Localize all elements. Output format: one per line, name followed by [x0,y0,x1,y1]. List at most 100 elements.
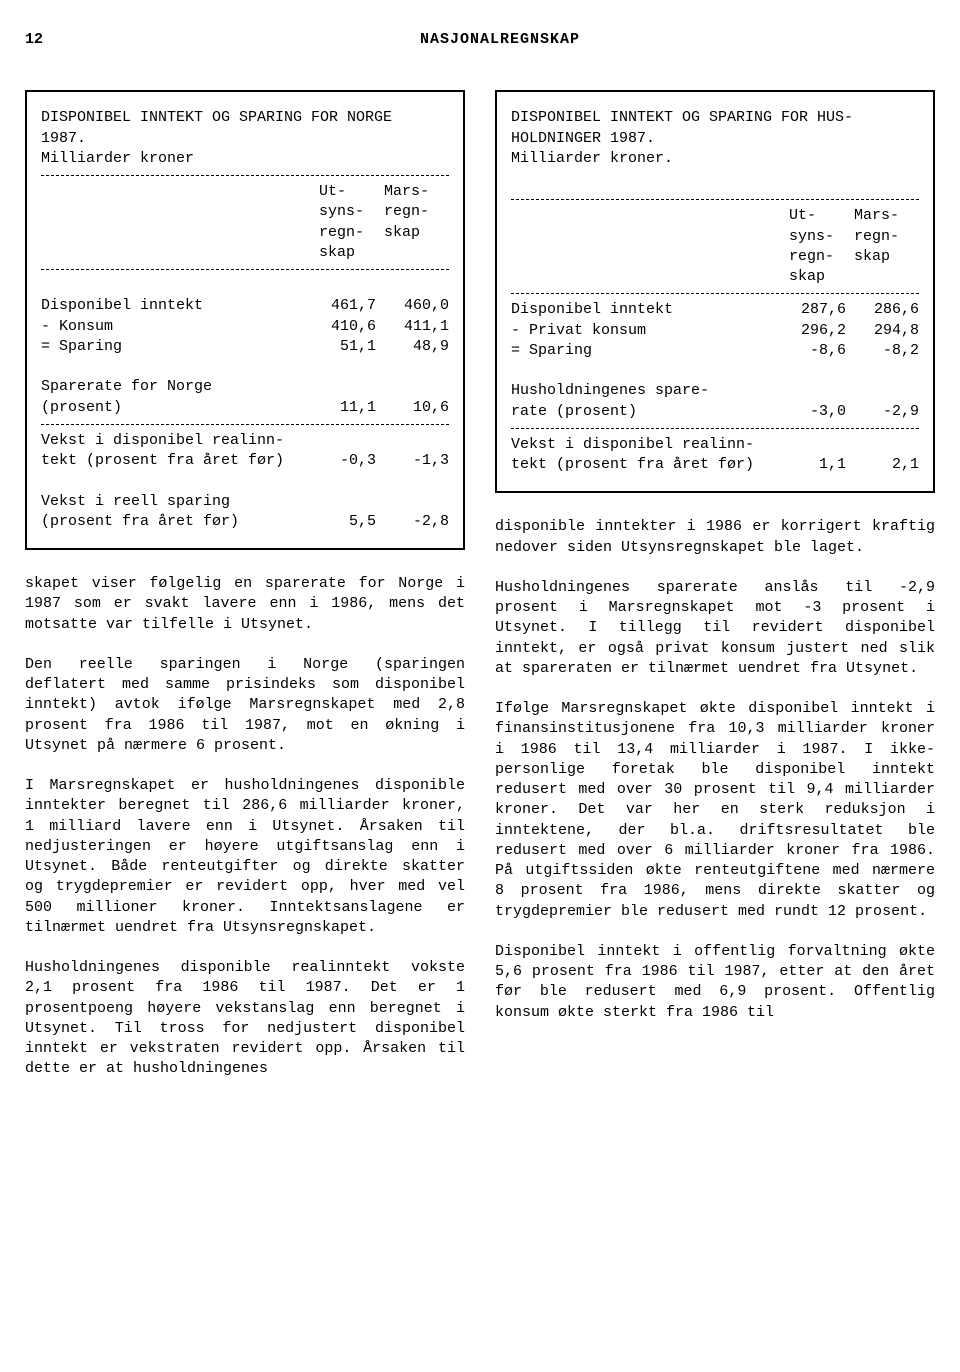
table-row: Husholdningenes spare- [511,381,919,401]
box-title: DISPONIBEL INNTEKT OG SPARING FOR NORGE … [41,108,449,169]
col-head: Mars- [854,206,919,226]
title-line: DISPONIBEL INNTEKT OG SPARING FOR NORGE [41,108,449,128]
row-val: 460,0 [384,296,449,316]
row-val: 51,1 [311,337,384,357]
body-paragraph: skapet viser følgelig en sparerate for N… [25,574,465,635]
row-val: 5,5 [311,512,384,532]
title-line: HOLDNINGER 1987. [511,129,919,149]
separator [511,199,919,200]
separator [511,293,919,294]
table-row: = Sparing -8,6 -8,2 [511,341,919,361]
body-paragraph: disponible inntekter i 1986 er korrigert… [495,517,935,558]
column-headers: Ut- Mars- [41,182,449,202]
body-paragraph: Ifølge Marsregnskapet økte disponibel in… [495,699,935,922]
table-row: (prosent fra året før) 5,5 -2,8 [41,512,449,532]
table-row: - Konsum 410,6 411,1 [41,317,449,337]
table-row: rate (prosent) -3,0 -2,9 [511,402,919,422]
page-header: 12 NASJONALREGNSKAP [25,30,935,50]
row-label: tekt (prosent fra året før) [41,451,311,471]
row-val: -2,9 [854,402,919,422]
row-label: - Privat konsum [511,321,781,341]
body-paragraph: Husholdningenes sparerate anslås til -2,… [495,578,935,679]
col-head: Ut- [789,206,854,226]
row-label: = Sparing [41,337,311,357]
content-columns: DISPONIBEL INNTEKT OG SPARING FOR NORGE … [25,90,935,1099]
row-val: 48,9 [384,337,449,357]
title-line: 1987. [41,129,449,149]
row-val: 286,6 [854,300,919,320]
table-row: Vekst i disponibel realinn- [511,435,919,455]
table-row: tekt (prosent fra året før) 1,1 2,1 [511,455,919,475]
box-title: DISPONIBEL INNTEKT OG SPARING FOR HUS- H… [511,108,919,169]
table-row: Sparerate for Norge [41,377,449,397]
row-val: 296,2 [781,321,854,341]
page-number: 12 [25,30,65,50]
title-line: Milliarder kroner. [511,149,919,169]
column-headers: regn- skap [511,247,919,267]
table-row: - Privat konsum 296,2 294,8 [511,321,919,341]
row-label: (prosent fra året før) [41,512,311,532]
col-head: skap [789,267,854,287]
left-column: DISPONIBEL INNTEKT OG SPARING FOR NORGE … [25,90,465,1099]
body-paragraph: I Marsregnskapet er husholdningenes disp… [25,776,465,938]
row-val: -8,6 [781,341,854,361]
table-row: Vekst i reell sparing [41,492,449,512]
row-val: -1,3 [384,451,449,471]
column-headers: syns- regn- [41,202,449,222]
col-head: regn- [854,227,919,247]
separator [41,175,449,176]
row-val: -3,0 [781,402,854,422]
col-head: Ut- [319,182,384,202]
table-row: Disponibel inntekt 461,7 460,0 [41,296,449,316]
row-val: 410,6 [311,317,384,337]
column-headers: skap [41,243,449,263]
column-headers: regn- skap [41,223,449,243]
row-val: 287,6 [781,300,854,320]
separator [41,269,449,270]
row-label: Sparerate for Norge [41,377,311,397]
row-label: tekt (prosent fra året før) [511,455,781,475]
row-label: Vekst i reell sparing [41,492,311,512]
row-label: (prosent) [41,398,311,418]
row-val: 411,1 [384,317,449,337]
column-headers: Ut- Mars- [511,206,919,226]
table-row: tekt (prosent fra året før) -0,3 -1,3 [41,451,449,471]
body-paragraph: Den reelle sparingen i Norge (sparingen … [25,655,465,756]
table-row: Vekst i disponibel realinn- [41,431,449,451]
col-head: skap [854,247,919,267]
row-val: 10,6 [384,398,449,418]
row-label: Vekst i disponibel realinn- [511,435,781,455]
row-label: - Konsum [41,317,311,337]
table-row: = Sparing 51,1 48,9 [41,337,449,357]
title-line: Milliarder kroner [41,149,449,169]
row-val: 461,7 [311,296,384,316]
row-label: Disponibel inntekt [41,296,311,316]
col-head: Mars- [384,182,449,202]
row-val: 294,8 [854,321,919,341]
box-husholdninger: DISPONIBEL INNTEKT OG SPARING FOR HUS- H… [495,90,935,493]
right-column: DISPONIBEL INNTEKT OG SPARING FOR HUS- H… [495,90,935,1099]
row-val: 2,1 [854,455,919,475]
column-headers: syns- regn- [511,227,919,247]
row-val: -2,8 [384,512,449,532]
body-paragraph: Disponibel inntekt i offentlig forvaltni… [495,942,935,1023]
page-title: NASJONALREGNSKAP [65,30,935,50]
box-norge: DISPONIBEL INNTEKT OG SPARING FOR NORGE … [25,90,465,550]
column-headers: skap [511,267,919,287]
row-val: 11,1 [311,398,384,418]
col-head: regn- [789,247,854,267]
row-label: Husholdningenes spare- [511,381,781,401]
col-head: regn- [319,223,384,243]
row-label: rate (prosent) [511,402,781,422]
body-paragraph: Husholdningenes disponible realinntekt v… [25,958,465,1080]
row-val: 1,1 [781,455,854,475]
col-head: skap [384,223,449,243]
row-val: -8,2 [854,341,919,361]
separator [41,424,449,425]
row-val: -0,3 [311,451,384,471]
title-line: DISPONIBEL INNTEKT OG SPARING FOR HUS- [511,108,919,128]
col-head: skap [319,243,384,263]
col-head: syns- [789,227,854,247]
row-label: Disponibel inntekt [511,300,781,320]
table-row: (prosent) 11,1 10,6 [41,398,449,418]
